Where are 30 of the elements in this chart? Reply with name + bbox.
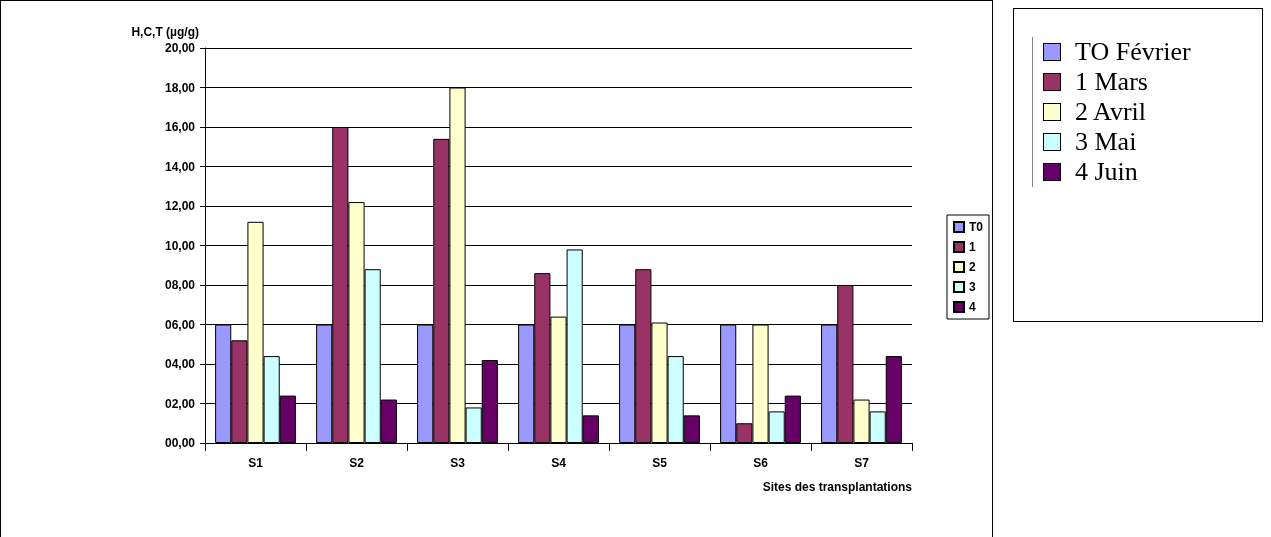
y-tick-label: 18,00: [164, 80, 196, 95]
y-axis-title: H,C,T (µg/g): [131, 25, 199, 39]
x-tick-label: S5: [652, 456, 668, 470]
y-tick-label: 20,00: [164, 41, 196, 55]
text: 1 Mars: [1075, 67, 1148, 97]
text: 4 Juin: [1075, 157, 1138, 187]
x-tick-label: S7: [854, 456, 870, 470]
legend-label: 2: [969, 260, 976, 274]
text: 3 Mai: [1075, 127, 1137, 157]
x-axis-title: Sites des transplantations: [762, 480, 913, 494]
legend-label: T0: [969, 220, 984, 234]
y-tick-label: 14,00: [164, 159, 196, 174]
y-tick-label: 12,00: [164, 199, 196, 213]
y-tick-label: 04,00: [164, 357, 196, 371]
y-tick-label: 16,00: [164, 120, 196, 134]
legend-label: 3: [969, 280, 976, 294]
legend-label: 4: [969, 300, 976, 314]
x-tick-label: S3: [450, 456, 466, 470]
legend-label: 1: [969, 240, 976, 254]
y-tick-label: 02,00: [164, 396, 196, 411]
x-tick-label: S6: [753, 456, 769, 470]
x-tick-label: S1: [248, 456, 264, 470]
y-tick-label: 00,00: [164, 436, 196, 450]
y-tick-label: 08,00: [164, 278, 196, 292]
text: TO Février: [1075, 37, 1191, 67]
y-tick-label: 10,00: [164, 238, 196, 253]
text: 2 Avril: [1075, 97, 1147, 127]
x-tick-label: S2: [349, 456, 365, 470]
x-tick-label: S4: [551, 456, 567, 470]
y-tick-label: 06,00: [164, 317, 196, 332]
